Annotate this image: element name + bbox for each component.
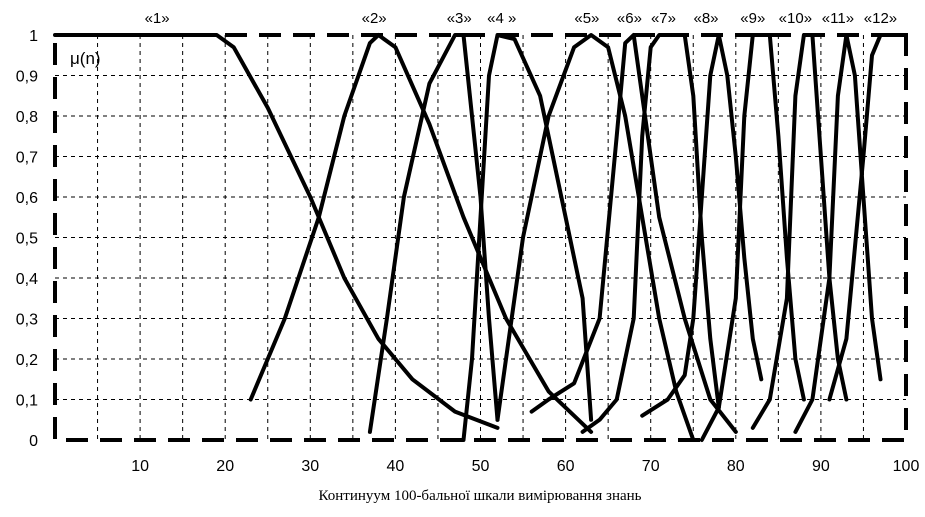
grade-label: «10» — [779, 10, 812, 27]
x-axis-title: Континуум 100-бальної шкали вимірювання … — [319, 488, 642, 504]
x-tick-label: 40 — [387, 458, 405, 475]
y-tick-label: 0,5 — [16, 231, 38, 248]
y-axis-label: μ(n) — [70, 49, 101, 68]
y-tick-label: 0,2 — [16, 352, 38, 369]
grade-label: «2» — [362, 10, 387, 27]
membership-curve-8 — [640, 33, 764, 418]
membership-curve-4 — [444, 33, 594, 442]
y-tick-label: 1 — [29, 28, 38, 45]
y-tick-label: 0,3 — [16, 312, 38, 329]
grade-label: «9» — [740, 10, 765, 27]
grade-label: «3» — [447, 10, 472, 27]
x-tick-label: 50 — [472, 458, 490, 475]
y-tick-label: 0,6 — [16, 190, 38, 207]
grade-label: «8» — [693, 10, 718, 27]
membership-curve-7 — [580, 33, 721, 434]
y-tick-label: 0,4 — [16, 271, 38, 288]
grade-label: «5» — [574, 10, 599, 27]
grade-labels: «1» «2» «3» «4 » «5» «6» «7» «8» «9» «10» «11» «12» — [145, 10, 898, 27]
membership-curves — [53, 33, 908, 442]
grade-label: «4 » — [487, 10, 516, 27]
grade-label: «12» — [864, 10, 897, 27]
x-tick-label: 70 — [642, 458, 660, 475]
plot-frame — [53, 33, 908, 442]
y-tick-label: 0,7 — [16, 150, 38, 167]
y-tick-label: 0,8 — [16, 109, 38, 126]
x-tick-labels: 10 20 30 40 50 60 70 80 90 100 — [131, 458, 919, 475]
membership-curve-10 — [750, 33, 849, 430]
grade-label: «7» — [651, 10, 676, 27]
membership-curve-9 — [699, 33, 806, 442]
membership-curve-5 — [495, 33, 696, 442]
membership-curve-1 — [53, 33, 500, 430]
x-tick-label: 30 — [301, 458, 319, 475]
membership-curve-2 — [248, 33, 594, 434]
x-tick-label: 100 — [893, 458, 920, 475]
y-tick-label: 0 — [29, 433, 38, 450]
plot-border — [53, 33, 908, 442]
x-tick-label: 60 — [557, 458, 575, 475]
x-tick-label: 90 — [812, 458, 830, 475]
membership-curve-6 — [529, 33, 738, 434]
grade-label: «6» — [617, 10, 642, 27]
y-tick-label: 0,9 — [16, 69, 38, 86]
y-tick-labels: 0 0,1 0,2 0,3 0,4 0,5 0,6 0,7 0,8 0,9 1 — [16, 28, 38, 450]
membership-curve-11 — [793, 33, 883, 434]
membership-curve-12 — [827, 33, 908, 402]
grade-label: «1» — [145, 10, 170, 27]
y-tick-label: 0,1 — [16, 393, 38, 410]
x-tick-label: 80 — [727, 458, 745, 475]
membership-curve-3 — [367, 33, 500, 434]
x-tick-label: 10 — [131, 458, 149, 475]
grade-label: «11» — [822, 10, 854, 27]
x-tick-label: 20 — [216, 458, 234, 475]
